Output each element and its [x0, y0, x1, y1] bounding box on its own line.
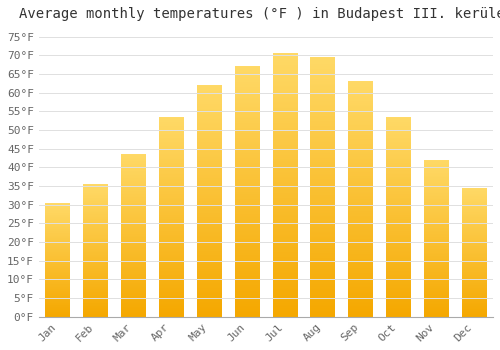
- Title: Average monthly temperatures (°F ) in Budapest III. kerület: Average monthly temperatures (°F ) in Bu…: [19, 7, 500, 21]
